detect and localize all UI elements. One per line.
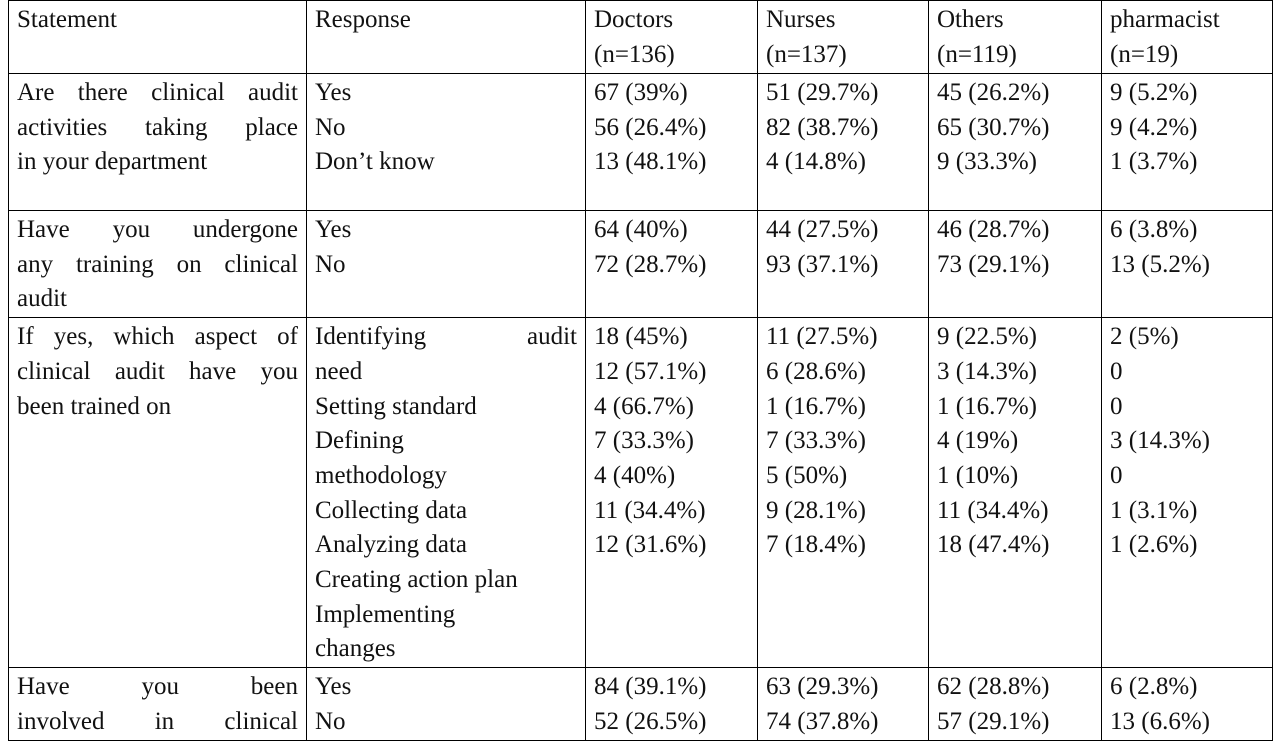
header-nurses: Nurses (n=137) xyxy=(757,0,929,74)
clinical-audit-table: Statement Response Doctors (n=136) Nurses… xyxy=(8,0,1273,741)
pharmacist-cell: 2 (5%) 0 0 3 (14.3%) 0 1 (3.1%) 1 (2.6%) xyxy=(1101,317,1273,669)
header-doctors: Doctors (n=136) xyxy=(585,0,758,74)
header-row: Statement Response Doctors (n=136) Nurses… xyxy=(8,0,1273,74)
header-pharmacist: pharmacist (n=19) xyxy=(1101,0,1273,74)
statement-cell: If yes, which aspect of clinical audit h… xyxy=(8,317,307,669)
response-cell: Yes No xyxy=(306,209,586,319)
table-row: Have you been involved in clinical Yes N… xyxy=(8,667,1273,741)
pharmacist-cell: 6 (2.8%) 13 (6.6%) xyxy=(1101,667,1273,741)
nurses-cell: 63 (29.3%) 74 (37.8%) xyxy=(757,667,929,741)
response-cell: Yes No xyxy=(306,667,586,741)
response-cell: Identifying audit need Setting standard … xyxy=(306,317,586,669)
pharmacist-cell: 6 (3.8%) 13 (5.2%) xyxy=(1101,209,1273,319)
others-cell: 45 (26.2%) 65 (30.7%) 9 (33.3%) xyxy=(928,73,1102,211)
doctors-cell: 67 (39%) 56 (26.4%) 13 (48.1%) xyxy=(585,73,758,211)
response-cell: Yes No Don’t know xyxy=(306,73,586,211)
nurses-cell: 11 (27.5%) 6 (28.6%) 1 (16.7%) 7 (33.3%)… xyxy=(757,317,929,669)
others-cell: 9 (22.5%) 3 (14.3%) 1 (16.7%) 4 (19%) 1 … xyxy=(928,317,1102,669)
others-cell: 62 (28.8%) 57 (29.1%) xyxy=(928,667,1102,741)
header-others: Others (n=119) xyxy=(928,0,1102,74)
statement-cell: Have you been involved in clinical xyxy=(8,667,307,741)
table-row: Have you undergone any training on clini… xyxy=(8,209,1273,319)
statement-cell: Are there clinical audit activities taki… xyxy=(8,73,307,211)
table-row: If yes, which aspect of clinical audit h… xyxy=(8,317,1273,669)
nurses-cell: 51 (29.7%) 82 (38.7%) 4 (14.8%) xyxy=(757,73,929,211)
doctors-cell: 18 (45%) 12 (57.1%) 4 (66.7%) 7 (33.3%) … xyxy=(585,317,758,669)
doctors-cell: 64 (40%) 72 (28.7%) xyxy=(585,209,758,319)
others-cell: 46 (28.7%) 73 (29.1%) xyxy=(928,209,1102,319)
nurses-cell: 44 (27.5%) 93 (37.1%) xyxy=(757,209,929,319)
pharmacist-cell: 9 (5.2%) 9 (4.2%) 1 (3.7%) xyxy=(1101,73,1273,211)
header-statement: Statement xyxy=(8,0,307,74)
table-row: Are there clinical audit activities taki… xyxy=(8,73,1273,211)
statement-cell: Have you undergone any training on clini… xyxy=(8,209,307,319)
header-response: Response xyxy=(306,0,586,74)
doctors-cell: 84 (39.1%) 52 (26.5%) xyxy=(585,667,758,741)
